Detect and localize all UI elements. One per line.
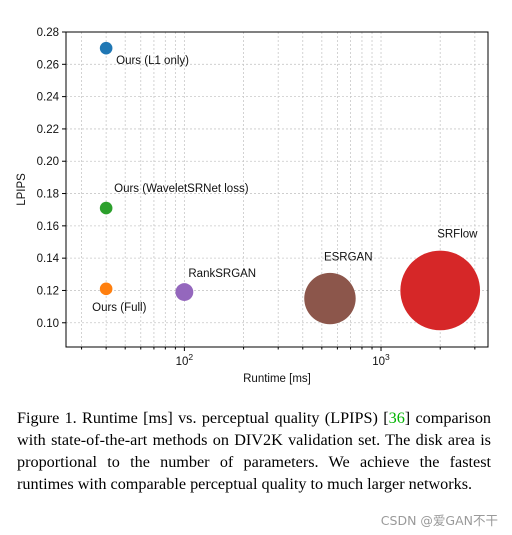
- citation-link[interactable]: 36: [388, 409, 405, 427]
- y-tick-label: 0.12: [37, 285, 59, 297]
- y-tick-label: 0.28: [37, 27, 59, 39]
- x-axis-label: Runtime [ms]: [243, 373, 311, 385]
- ours-waveletsrnet-loss-label: Ours (WaveletSRNet loss): [114, 183, 249, 195]
- y-tick-label: 0.14: [37, 253, 60, 265]
- y-tick-label: 0.18: [37, 189, 59, 201]
- esrgan-point: [304, 272, 356, 325]
- ours-full-label: Ours (Full): [92, 302, 146, 314]
- y-axis-label: LPIPS: [16, 173, 28, 206]
- srflow-point: [400, 250, 481, 331]
- plot-frame: [65, 31, 489, 348]
- srflow-label: SRFlow: [437, 228, 478, 240]
- x-tick-label: 102: [176, 352, 194, 368]
- y-tick-label: 0.24: [37, 92, 60, 104]
- caption-prefix: Figure 1. Runtime [ms] vs. perceptual qu…: [17, 409, 389, 427]
- y-tick-label: 0.10: [37, 318, 59, 330]
- ranksrgan-label: RankSRGAN: [188, 268, 256, 280]
- esrgan-label: ESRGAN: [324, 252, 373, 264]
- caption-suffix: ] comparison with state-of-the-art metho…: [17, 409, 492, 493]
- y-tick-label: 0.16: [37, 221, 59, 233]
- point-labels: Ours (L1 only) Ours (WaveletSRNet loss) Ou…: [92, 55, 478, 314]
- ranksrgan-point: [175, 283, 194, 301]
- axis-ticks: 0.10 0.12 0.14 0.16 0.18 0.20 0.22 0.24 0.26 0.28…: [37, 27, 476, 368]
- ours-waveletsrnet-loss-point: [99, 201, 113, 215]
- grid-lines: [66, 31, 488, 347]
- watermark: CSDN @爱GAN不干: [380, 513, 498, 528]
- y-tick-label: 0.26: [37, 59, 59, 71]
- ours-l1-only-point: [99, 41, 113, 55]
- y-tick-label: 0.20: [37, 156, 59, 168]
- scatter-chart: 0.10 0.12 0.14 0.16 0.18 0.20 0.22 0.24 0.26 0.28…: [16, 27, 489, 385]
- figure-caption: Figure 1. Runtime [ms] vs. perceptual qu…: [17, 407, 491, 495]
- data-points: [99, 41, 481, 331]
- ours-l1-only-label: Ours (L1 only): [116, 55, 189, 67]
- x-tick-label: 103: [372, 352, 390, 368]
- y-tick-label: 0.22: [37, 124, 59, 136]
- ours-full-point: [99, 282, 113, 296]
